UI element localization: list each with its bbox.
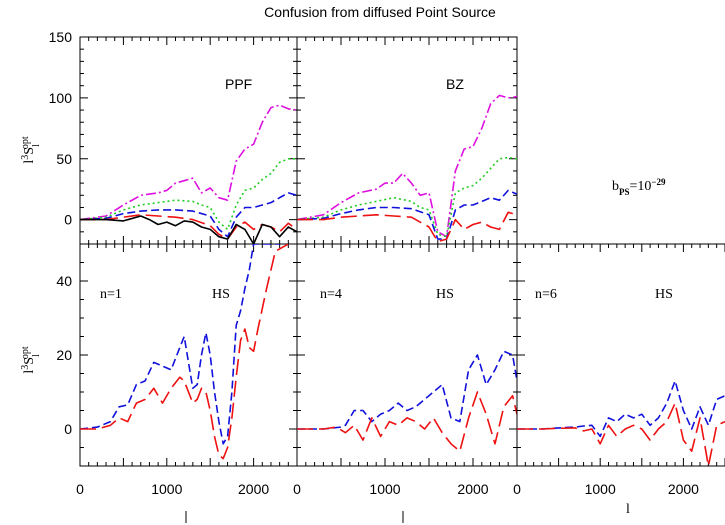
x-tick-label: 0 [293,481,301,497]
series-group [297,350,517,453]
series-line-red [297,211,517,243]
panel-5: 0 1000 2000 n=6 HS [513,243,725,497]
x-tick-label: 0 [76,481,84,497]
series-group [517,380,725,466]
series-group [80,244,289,460]
series-line-blue [297,350,517,430]
panel-label: n=4 [320,287,342,302]
y-axis-label-bottom: l3Slopt [20,346,42,373]
y-tick-label: 0 [64,421,72,437]
series-line-green [297,156,517,238]
y-axis-label-top: l3Slopt [20,136,42,163]
model-label: HS [655,287,673,302]
y-tick-label: 100 [49,90,73,106]
series-group [297,94,517,243]
y-tick-label: 150 [49,29,73,45]
y-tick-label: 40 [56,273,72,289]
y-tick-label: 50 [56,151,72,167]
series-line-red [297,391,517,453]
series-line-black [80,215,297,244]
panels: 0 50 100 150 PPF BZ 0 20 40 0 1000 2000 n=1 HS 0 1000 20… [49,29,725,497]
x-tick-label: 2000 [457,481,488,497]
y-tick-label: 20 [56,347,72,363]
panel-frame [79,36,298,245]
panel-frame [79,243,298,467]
panel-4: 0 1000 2000 n=4 HS [293,243,518,497]
panel-1: 0 50 100 150 PPF [49,29,298,245]
series-line-blue [80,244,280,445]
series-line-blue [297,189,517,240]
series-line-red [80,214,297,240]
series-line-blue [517,380,725,438]
series-line-magenta [297,94,517,238]
x-tick-label: 1000 [151,481,182,497]
model-label: HS [436,287,454,302]
series-line-blue [80,192,297,238]
x-tick-label: 1000 [585,481,616,497]
x-tick-label: 0 [513,481,521,497]
panel-label: PPF [225,76,252,92]
panel-frame [296,36,518,245]
panel-2: BZ [296,36,518,245]
bps-annotation: bPS=10−29 [612,177,666,197]
panel-label: n=1 [100,287,122,302]
series-line-green [80,158,297,231]
x-tick-label: 2000 [238,481,269,497]
series-group [80,104,297,244]
panel-label: BZ [446,76,464,92]
y-tick-label: 0 [64,212,72,228]
x-axis-label: l [626,502,630,517]
model-label: HS [212,287,230,302]
panel-frame [296,243,518,467]
panel-3: 0 20 40 0 1000 2000 n=1 HS [56,243,298,497]
series-line-red [80,244,289,460]
x-tick-label: 1000 [369,481,400,497]
series-line-magenta [80,104,297,221]
panel-label: n=6 [535,287,557,302]
x-tick-label: 2000 [668,481,699,497]
series-line-red [517,402,725,466]
chart-title: Confusion from diffused Point Source [264,4,496,20]
